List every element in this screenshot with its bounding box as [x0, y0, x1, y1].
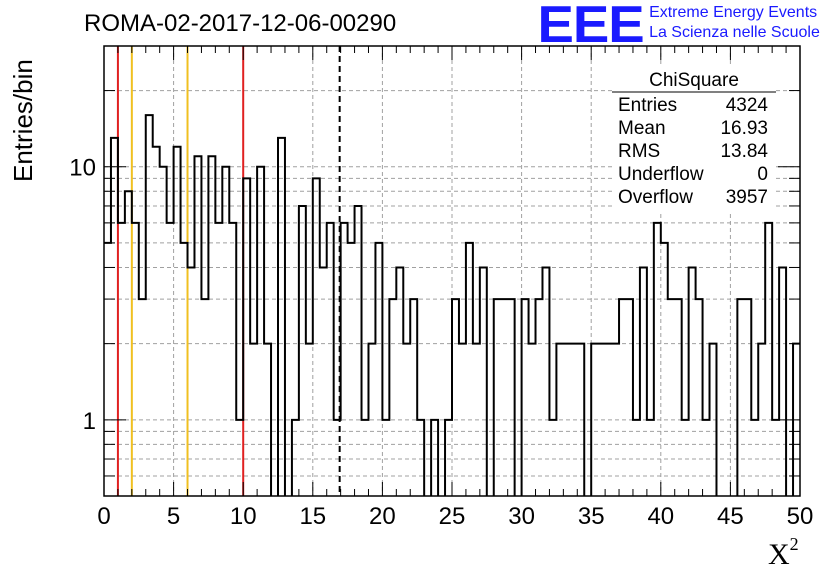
- x-tick-label: 35: [578, 503, 605, 530]
- logo-line-2: La Scienza nelle Scuole: [649, 24, 820, 41]
- logo-text: Extreme Energy Events La Scienza nelle S…: [649, 2, 820, 43]
- stats-value: 4324: [726, 95, 769, 116]
- x-axis-label: X2: [768, 534, 799, 572]
- x-tick-label: 50: [787, 503, 814, 530]
- stats-label: Overflow: [618, 187, 693, 208]
- x-tick-label: 15: [299, 503, 326, 530]
- stats-label: Mean: [618, 118, 666, 139]
- x-tick-label: 30: [508, 503, 535, 530]
- x-tick-label: 45: [717, 503, 744, 530]
- logo-line-1: Extreme Energy Events: [649, 4, 818, 21]
- x-axis-label-main: X: [768, 538, 790, 571]
- y-axis-label: Entries/bin: [8, 59, 38, 182]
- axis-ticks: 0 5 10 15 20 25 30 35 40 45 50 1 10: [69, 45, 814, 530]
- stats-value: 13.84: [720, 141, 768, 162]
- stats-value: 0: [757, 164, 768, 185]
- y-tick-label: 10: [69, 155, 96, 182]
- x-tick-label: 40: [647, 503, 674, 530]
- x-tick-label: 0: [97, 503, 110, 530]
- x-tick-label: 25: [439, 503, 466, 530]
- histogram-series: [104, 114, 800, 496]
- x-tick-label: 5: [167, 503, 180, 530]
- stats-background: [612, 66, 776, 212]
- x-tick-label: 20: [369, 503, 396, 530]
- histogram-line: [104, 114, 800, 496]
- stats-label: RMS: [618, 141, 660, 162]
- stats-value: 16.93: [720, 118, 768, 139]
- stats-label: Entries: [618, 95, 677, 116]
- x-tick-label: 10: [230, 503, 257, 530]
- x-axis-label-superscript: 2: [789, 534, 799, 554]
- stats-value: 3957: [726, 187, 768, 208]
- stats-label: Underflow: [618, 164, 704, 185]
- stats-name: ChiSquare: [649, 70, 739, 91]
- y-tick-label: 1: [83, 408, 96, 435]
- logo-mark: EEE: [537, 0, 644, 54]
- chart-title: ROMA-02-2017-12-06-00290: [84, 10, 397, 37]
- stats-box: ChiSquare Entries 4324 Mean 16.93 RMS 13.84 Und…: [612, 66, 776, 212]
- eee-logo: EEE Extreme Energy Events La Scienza nel…: [537, 0, 820, 54]
